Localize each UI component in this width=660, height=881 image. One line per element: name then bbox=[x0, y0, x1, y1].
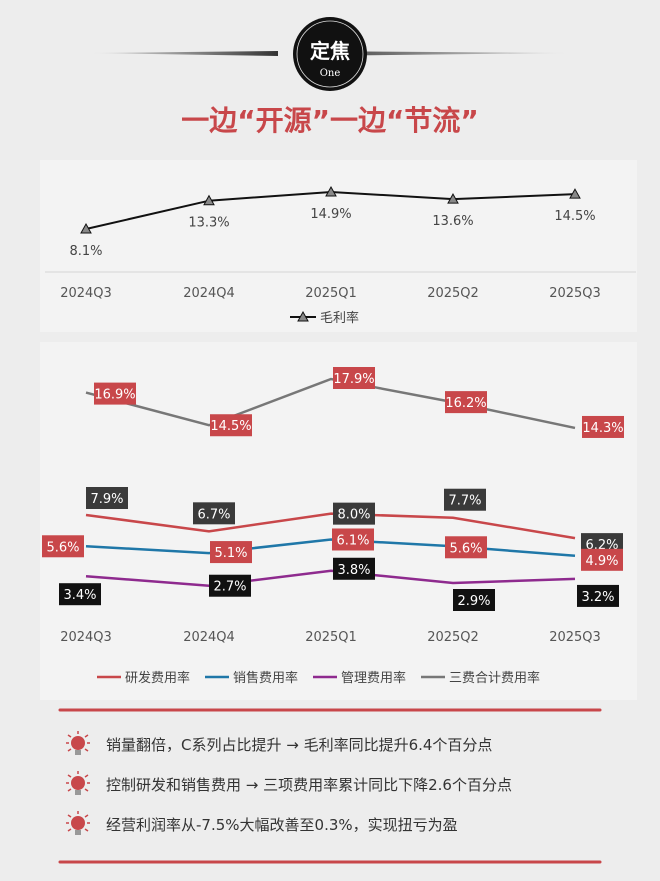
admin-rate-label: 3.4% bbox=[63, 588, 96, 603]
total-label-box bbox=[210, 414, 252, 437]
sales-rate-line bbox=[85, 538, 576, 558]
rd-rate-label: 7.7% bbox=[448, 494, 481, 509]
x-tick-label: 2024Q3 bbox=[60, 286, 112, 301]
sales-rate-label: 5.6% bbox=[46, 540, 79, 555]
badge-ring bbox=[296, 20, 364, 88]
admin-rate-label: 3.2% bbox=[581, 590, 614, 605]
total-rate-label: 16.9% bbox=[94, 388, 135, 403]
sales-rate-label: 5.1% bbox=[214, 546, 247, 561]
badge-sub: One bbox=[320, 68, 341, 79]
header-divider-right bbox=[302, 51, 570, 56]
rd-rate-label: 8.0% bbox=[337, 508, 370, 523]
x-tick-label: 2025Q2 bbox=[427, 286, 479, 301]
rd-label-box bbox=[193, 502, 235, 525]
total-rate-line bbox=[85, 377, 576, 430]
gross-margin-point bbox=[80, 222, 92, 234]
sales-label-box bbox=[210, 541, 252, 564]
insight-bullet: 经营利润率从-7.5%大幅改善至0.3%，实现扭亏为盈 bbox=[106, 816, 458, 834]
admin-label-box bbox=[59, 583, 101, 606]
total-label-box bbox=[445, 391, 487, 414]
x-tick-label: 2025Q3 bbox=[549, 630, 601, 645]
insight-bullet: 销量翻倍，C系列占比提升 → 毛利率同比提升6.4个百分点 bbox=[106, 736, 492, 754]
gross-margin-label: 8.1% bbox=[69, 244, 102, 259]
total-rate-label: 17.9% bbox=[333, 372, 374, 387]
sales-rate-label: 5.6% bbox=[449, 541, 482, 556]
gross-margin-label: 13.6% bbox=[432, 214, 473, 229]
gross-margin-point bbox=[569, 188, 581, 199]
gross-margin-panel bbox=[40, 160, 637, 332]
gross-margin-point bbox=[203, 194, 215, 206]
insight-bullet: 控制研发和销售费用 → 三项费用率累计同比下降2.6个百分点 bbox=[106, 776, 512, 794]
header: 定焦 One 一边“开源”一边“节流” bbox=[90, 17, 570, 137]
admin-rate-label: 3.8% bbox=[337, 563, 370, 578]
total-label-box bbox=[582, 415, 624, 438]
badge-circle bbox=[293, 17, 367, 91]
gross-margin-label: 13.3% bbox=[188, 216, 229, 231]
legend-label-total: 三费合计费用率 bbox=[449, 670, 540, 686]
x-tick-label: 2024Q3 bbox=[60, 630, 112, 645]
sales-label-box bbox=[42, 535, 84, 558]
x-tick-label: 2025Q1 bbox=[305, 286, 357, 301]
lightbulb-icon bbox=[66, 731, 90, 755]
total-rate-label: 14.3% bbox=[582, 421, 623, 436]
legend-label-gross: 毛利率 bbox=[320, 310, 359, 326]
chart2-legend: 研发费用率 销售费用率 管理费用率 三费合计费用率 bbox=[97, 670, 540, 686]
admin-label-box bbox=[453, 589, 495, 611]
gross-margin-point bbox=[447, 193, 459, 204]
lightbulb-icon bbox=[66, 771, 90, 795]
rd-label-box bbox=[333, 502, 375, 525]
gross-margin-label: 14.9% bbox=[310, 207, 351, 222]
sales-rate-label: 4.9% bbox=[585, 554, 618, 569]
gross-margin-point bbox=[325, 185, 337, 197]
chart1-legend: 毛利率 bbox=[290, 310, 359, 326]
admin-label-box bbox=[333, 557, 375, 580]
header-divider-left bbox=[90, 51, 278, 56]
x-tick-label: 2024Q4 bbox=[183, 630, 235, 645]
sales-rate-label: 6.1% bbox=[336, 533, 369, 548]
sales-label-box bbox=[445, 536, 487, 559]
triangle-marker-icon bbox=[297, 310, 309, 322]
legend-label-sales: 销售费用率 bbox=[233, 670, 298, 686]
total-rate-label: 16.2% bbox=[445, 396, 486, 411]
x-tick-label: 2025Q3 bbox=[549, 286, 601, 301]
badge-main: 定焦 bbox=[310, 39, 350, 63]
rd-label-box bbox=[86, 487, 128, 509]
sales-label-box bbox=[332, 528, 374, 551]
admin-rate-label: 2.7% bbox=[213, 580, 246, 595]
x-tick-label: 2025Q1 bbox=[305, 630, 357, 645]
admin-rate-line bbox=[85, 569, 576, 587]
rd-label-box bbox=[444, 488, 486, 511]
page-title: 一边“开源”一边“节流” bbox=[181, 104, 479, 137]
rd-rate-label: 7.9% bbox=[90, 492, 123, 507]
rd-rate-line bbox=[85, 512, 576, 540]
lightbulb-icon bbox=[66, 811, 90, 835]
x-tick-label: 2024Q4 bbox=[183, 286, 235, 301]
sales-label-box bbox=[581, 548, 623, 571]
total-rate-label: 14.5% bbox=[210, 419, 251, 434]
gross-margin-label: 14.5% bbox=[554, 209, 595, 224]
admin-label-box bbox=[209, 574, 251, 597]
x-tick-label: 2025Q2 bbox=[427, 630, 479, 645]
legend-label-admin: 管理费用率 bbox=[341, 670, 406, 686]
legend-label-rd: 研发费用率 bbox=[125, 670, 190, 686]
admin-rate-label: 2.9% bbox=[457, 594, 490, 609]
rd-rate-label: 6.7% bbox=[197, 507, 230, 522]
total-label-box bbox=[333, 367, 375, 389]
admin-label-box bbox=[577, 584, 619, 607]
total-label-box bbox=[94, 382, 136, 405]
